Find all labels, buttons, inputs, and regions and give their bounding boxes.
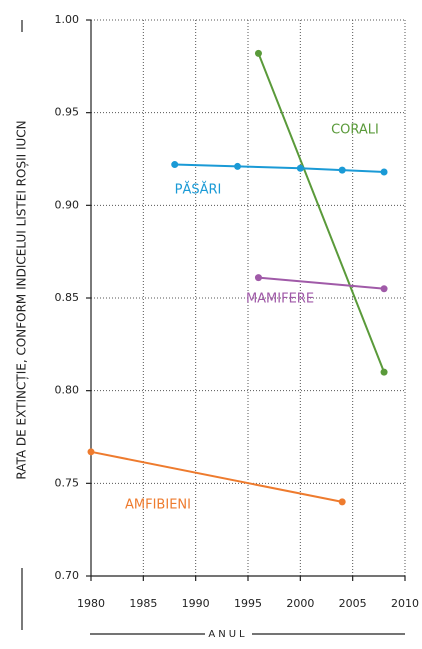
y-tick-label: 0.90: [55, 198, 80, 211]
point: [380, 285, 388, 293]
series-label: AMFIBIENI: [125, 498, 191, 513]
point: [338, 166, 346, 174]
y-tick-label: 0.80: [55, 384, 80, 397]
y-label-group: RATA DE EXTINCȚIE, CONFORM INDICELUI LIS…: [15, 120, 29, 479]
series-line: [258, 276, 385, 290]
x-tick-label: 2000: [286, 597, 314, 610]
y-tick-label: 0.75: [55, 476, 80, 489]
series-label: MAMIFERE: [246, 292, 314, 307]
x-tick-label: 1990: [182, 597, 210, 610]
point: [338, 498, 346, 506]
y-tick-label: 0.95: [55, 106, 80, 119]
point: [380, 368, 388, 376]
x-tick-label: 1985: [129, 597, 157, 610]
y-tick-label: 0.70: [55, 569, 80, 582]
point: [254, 49, 262, 57]
x-tick-label: 2010: [391, 597, 419, 610]
x-tick-label: 1980: [77, 597, 105, 610]
y-tick-label: 1.00: [55, 13, 80, 26]
series-line: [174, 163, 385, 173]
point: [87, 448, 95, 456]
series-label: PĂSĂRI: [175, 182, 222, 198]
y-axis-label: RATA DE EXTINCȚIE, CONFORM INDICELUI LIS…: [15, 120, 29, 479]
series-line: [90, 450, 343, 503]
point: [296, 164, 304, 172]
series-line: [257, 52, 385, 373]
point: [254, 274, 262, 282]
x-tick-label: 1995: [234, 597, 262, 610]
point: [234, 162, 242, 170]
y-tick-label: 0.85: [55, 291, 80, 304]
x-axis-label: ANUL: [208, 629, 247, 640]
series-label: CORALI: [331, 123, 379, 138]
point: [171, 161, 179, 169]
x-tick-label: 2005: [339, 597, 367, 610]
point: [380, 168, 388, 176]
